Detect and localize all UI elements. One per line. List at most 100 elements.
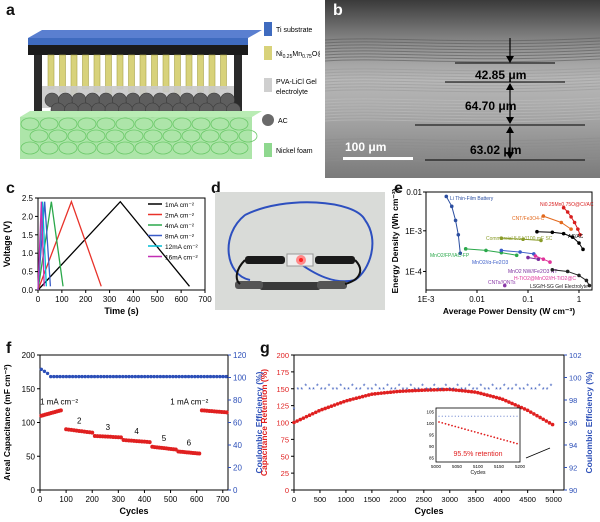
efficiency-point <box>39 367 44 372</box>
ragone-point <box>541 257 546 262</box>
foam-cell <box>191 117 211 131</box>
inset-retention-point <box>447 423 450 426</box>
retention-point <box>404 389 408 393</box>
efficiency-star: * <box>460 387 463 394</box>
panel-a: a Ti substrate Ni0.25Mn0.75O@C PVA-LiCl … <box>0 0 329 180</box>
y-tick-label: 125 <box>276 402 289 411</box>
sem-streak <box>324 58 600 63</box>
nanowire <box>220 54 227 90</box>
x-tick-label: 600 <box>190 495 204 504</box>
efficiency-point <box>117 374 122 379</box>
segment-label: 5 <box>162 434 167 443</box>
efficiency-star: * <box>413 387 416 394</box>
y2-tick-label: 20 <box>233 464 242 473</box>
y2-tick-label: 102 <box>569 351 582 360</box>
inset-retention-point <box>477 431 479 434</box>
efficiency-point <box>155 374 159 379</box>
inset-retention-point <box>473 431 476 433</box>
sem-texture <box>324 37 600 163</box>
foam-cell <box>115 141 135 155</box>
foam-cell <box>96 141 116 155</box>
retention-point <box>538 415 542 420</box>
inset-x-tick-label: 5150 <box>494 464 505 469</box>
inset-retention-point <box>480 432 483 435</box>
retention-point <box>522 407 527 411</box>
retention-point <box>482 392 486 397</box>
efficiency-star: * <box>363 383 366 390</box>
ragone-point <box>453 218 458 223</box>
foam-cell <box>172 141 192 155</box>
x-tick-label: 3500 <box>467 495 484 504</box>
sem-streak <box>324 115 600 120</box>
nanowire <box>185 54 193 90</box>
efficiency-point <box>127 374 131 379</box>
retention-point <box>426 388 430 392</box>
thickness-arrowhead-2b <box>506 117 514 124</box>
retention-point <box>488 394 493 398</box>
foam-cell <box>29 129 49 143</box>
ti-substrate-top <box>28 30 262 38</box>
retention-point <box>326 405 331 410</box>
inset-retention-point <box>438 421 440 423</box>
device-photo <box>215 192 385 310</box>
y-tick-label: 50 <box>281 452 289 461</box>
sem-streak <box>324 106 600 111</box>
inset-retention-point <box>512 441 515 444</box>
capacitance-point <box>147 440 152 445</box>
sem-image: 42.85 μm 64.70 μm 63.02 μm 100 μm <box>324 0 600 178</box>
foam-cell <box>172 117 192 131</box>
led <box>299 258 303 262</box>
inset-y-tick-label: 105 <box>426 410 434 415</box>
retention-point <box>444 387 449 392</box>
retention-point <box>547 421 552 425</box>
y-axis-label: Capacitance Retention (%) <box>259 369 269 476</box>
retention-point <box>363 393 368 398</box>
efficiency-star: * <box>499 387 502 394</box>
gcd-curve <box>37 201 52 291</box>
retention-point <box>419 388 424 393</box>
retention-point <box>314 410 318 415</box>
y2-tick-label: 0 <box>233 486 238 495</box>
retention-point <box>342 399 346 404</box>
retention-point <box>472 390 477 394</box>
foam-cell <box>229 141 249 155</box>
x-axis-label: Cycles <box>119 506 148 516</box>
y2-tick-label: 80 <box>233 396 242 405</box>
efficiency-point <box>130 374 134 379</box>
retention-point <box>460 388 465 393</box>
foam-cell <box>162 129 182 143</box>
retention-point <box>432 388 436 392</box>
sem-streak <box>324 67 600 72</box>
efficiency-point <box>190 374 194 379</box>
retention-point <box>373 392 377 396</box>
ragone-point <box>536 257 541 262</box>
retention-point <box>351 397 355 401</box>
ragone-point <box>550 230 555 235</box>
x-tick-label: 200 <box>86 495 100 504</box>
sem-streak <box>324 158 600 163</box>
efficiency-star: * <box>359 387 362 394</box>
nanowire <box>47 54 55 90</box>
ragone-point <box>502 283 507 288</box>
capacitance-point <box>90 430 95 435</box>
y-tick-label: 150 <box>276 385 289 394</box>
retention-point <box>423 388 427 392</box>
efficiency-star: * <box>328 383 331 390</box>
y-tick-label: 50 <box>26 452 35 461</box>
efficiency-point <box>199 374 203 379</box>
efficiency-star: * <box>491 383 494 390</box>
ragone-point <box>518 250 522 254</box>
retention-point <box>298 417 303 422</box>
panel-label-b: b <box>333 2 343 19</box>
efficiency-point <box>177 374 181 379</box>
retention-point <box>332 403 337 407</box>
x-tick-label: 1500 <box>364 495 381 504</box>
retention-point <box>438 387 443 392</box>
efficiency-point <box>164 374 169 379</box>
series-label: CNTs//ONTs <box>488 280 516 286</box>
sem-streak <box>324 52 600 57</box>
capacitance-point <box>58 408 63 413</box>
series-label: MnO2//α-Fe2O3 <box>472 260 508 266</box>
efficiency-point <box>92 374 97 379</box>
efficiency-star: * <box>487 387 490 394</box>
